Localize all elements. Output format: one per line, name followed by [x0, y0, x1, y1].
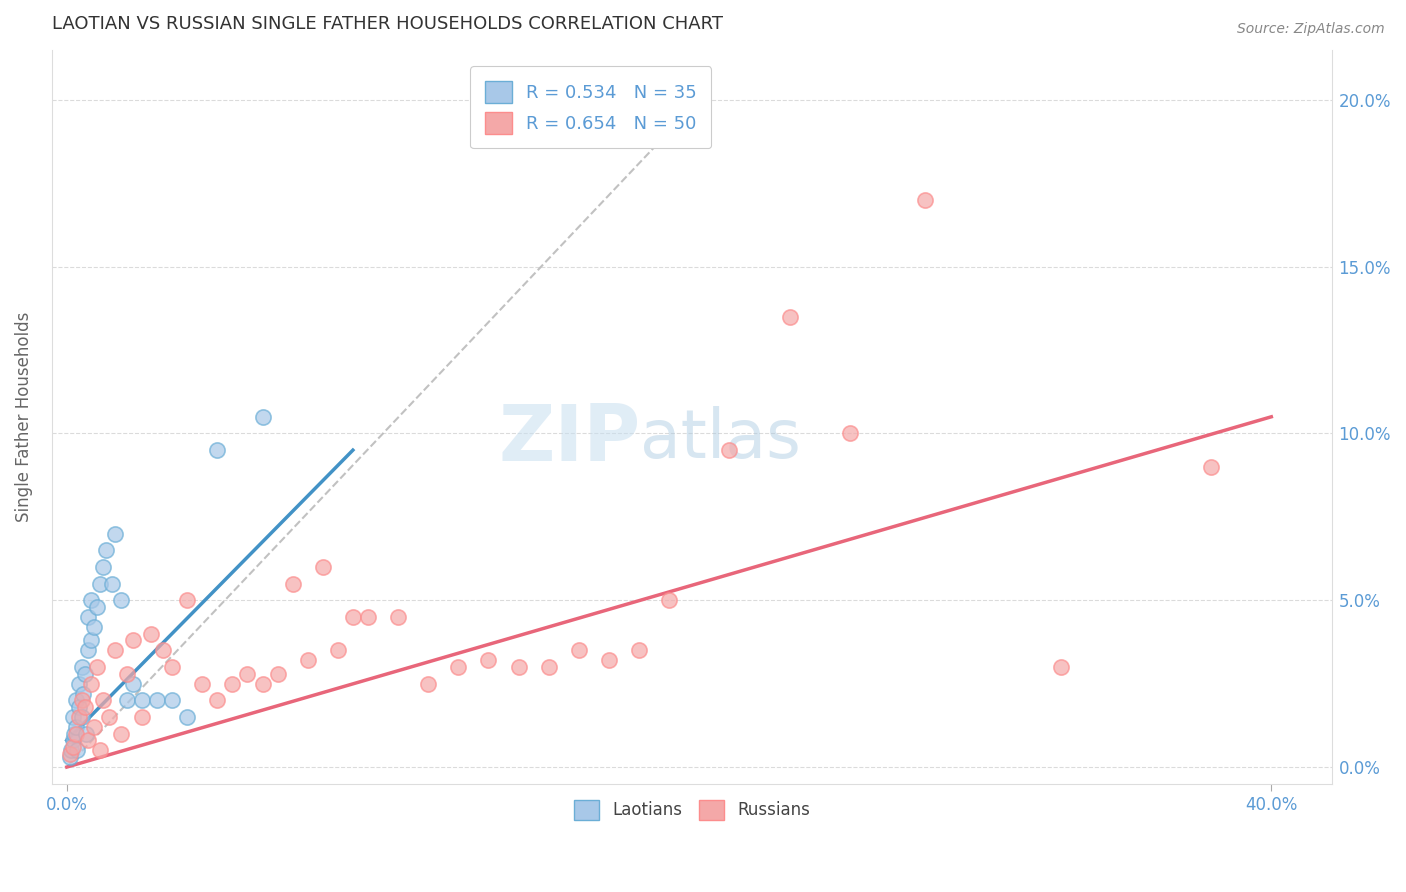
- Point: [70, 693, 93, 707]
- Point: [104, 643, 127, 657]
- Legend: Laotians, Russians: Laotians, Russians: [567, 793, 817, 827]
- Point: [72, 687, 94, 701]
- Point: [59, 750, 82, 764]
- Point: [838, 426, 860, 441]
- Point: [281, 576, 304, 591]
- Point: [65, 727, 87, 741]
- Point: [418, 676, 440, 690]
- Point: [91, 560, 114, 574]
- Point: [62, 733, 84, 747]
- Point: [94, 543, 117, 558]
- Point: [207, 443, 229, 458]
- Point: [80, 633, 103, 648]
- Point: [75, 727, 97, 741]
- Point: [65, 720, 87, 734]
- Point: [89, 576, 111, 591]
- Point: [66, 743, 89, 757]
- Point: [77, 610, 100, 624]
- Point: [508, 660, 530, 674]
- Point: [59, 747, 82, 761]
- Point: [77, 643, 100, 657]
- Point: [73, 666, 96, 681]
- Point: [357, 610, 380, 624]
- Point: [236, 666, 259, 681]
- Point: [67, 700, 90, 714]
- Text: LAOTIAN VS RUSSIAN SINGLE FATHER HOUSEHOLDS CORRELATION CHART: LAOTIAN VS RUSSIAN SINGLE FATHER HOUSEHO…: [52, 15, 723, 33]
- Point: [101, 576, 124, 591]
- Point: [60, 743, 83, 757]
- Point: [80, 593, 103, 607]
- Point: [447, 660, 470, 674]
- Point: [110, 727, 132, 741]
- Text: Source: ZipAtlas.com: Source: ZipAtlas.com: [1237, 22, 1385, 37]
- Point: [326, 643, 349, 657]
- Point: [70, 710, 93, 724]
- Point: [191, 676, 214, 690]
- Point: [131, 693, 153, 707]
- Point: [77, 733, 100, 747]
- Point: [477, 653, 499, 667]
- Point: [139, 626, 162, 640]
- Point: [914, 193, 936, 207]
- Point: [86, 660, 108, 674]
- Point: [67, 710, 90, 724]
- Point: [86, 599, 108, 614]
- Point: [89, 743, 111, 757]
- Point: [65, 693, 87, 707]
- Point: [568, 643, 591, 657]
- Point: [110, 593, 132, 607]
- Point: [73, 700, 96, 714]
- Point: [221, 676, 243, 690]
- Point: [146, 693, 169, 707]
- Point: [312, 560, 335, 574]
- Point: [104, 526, 127, 541]
- Point: [91, 693, 114, 707]
- Point: [1049, 660, 1071, 674]
- Point: [63, 727, 86, 741]
- Point: [176, 710, 198, 724]
- Point: [83, 620, 105, 634]
- Point: [387, 610, 409, 624]
- Point: [252, 409, 274, 424]
- Point: [342, 610, 364, 624]
- Point: [718, 443, 741, 458]
- Point: [131, 710, 153, 724]
- Point: [97, 710, 120, 724]
- Point: [252, 676, 274, 690]
- Point: [658, 593, 681, 607]
- Point: [266, 666, 288, 681]
- Point: [207, 693, 229, 707]
- Point: [1199, 459, 1222, 474]
- Point: [80, 676, 103, 690]
- Point: [67, 676, 90, 690]
- Point: [122, 676, 145, 690]
- Point: [122, 633, 145, 648]
- Point: [160, 660, 183, 674]
- Point: [115, 666, 138, 681]
- Point: [70, 660, 93, 674]
- Point: [176, 593, 198, 607]
- Y-axis label: Single Father Households: Single Father Households: [15, 311, 32, 522]
- Point: [297, 653, 319, 667]
- Point: [779, 310, 801, 324]
- Point: [627, 643, 650, 657]
- Point: [62, 739, 84, 754]
- Point: [598, 653, 620, 667]
- Text: atlas: atlas: [641, 406, 801, 472]
- Point: [115, 693, 138, 707]
- Point: [160, 693, 183, 707]
- Point: [152, 643, 174, 657]
- Point: [62, 710, 84, 724]
- Point: [83, 720, 105, 734]
- Point: [537, 660, 560, 674]
- Text: ZIP: ZIP: [498, 401, 641, 477]
